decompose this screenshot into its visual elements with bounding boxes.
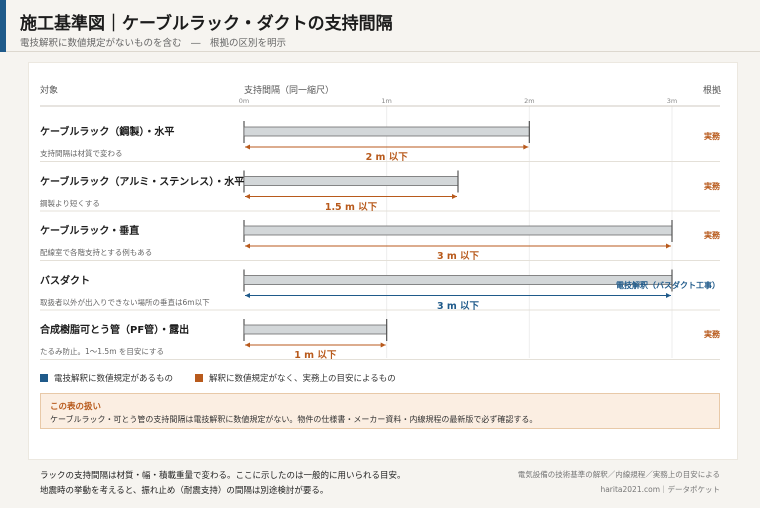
row-note: たるみ防止。1〜1.5m を目安にする — [40, 347, 164, 356]
legend-swatch-practice — [195, 374, 204, 382]
tick-label: 0m — [238, 97, 250, 105]
footer-source: 電気設備の技術基準の解釈／内線規程／実務上の目安による — [517, 470, 720, 479]
footer-note-1: ラックの支持間隔は材質・幅・積載重量で変わる。ここに示したのは一般的に用いられる… — [40, 471, 406, 481]
tick-label: 2m — [524, 97, 535, 105]
legend-swatch-regulation — [40, 374, 48, 382]
header: 施工基準図｜ケーブルラック・ダクトの支持間隔 電技解釈に数値規定がないものを含む… — [0, 0, 760, 52]
row-note: 鋼製より短くする — [40, 198, 100, 208]
notice-box: この表の扱い ケーブルラック・可とう管の支持間隔は電技解釈に数値規定がない。物件… — [40, 393, 720, 429]
basis-label: 実務 — [704, 132, 720, 141]
data-label: 1.5 m 以下 — [324, 201, 378, 213]
row-note: 配線室で各階支持とする例もある — [40, 248, 153, 257]
row-name: 合成樹脂可とう管（PF管）・露出 — [40, 325, 190, 336]
header-accent-bar — [0, 0, 6, 52]
basis-label: 実務 — [704, 181, 720, 191]
footer-site: harita2021.com｜データポケット — [600, 485, 720, 494]
row-name: ケーブルラック・垂直 — [40, 226, 140, 237]
footer-note-2: 地震時の挙動を考えると、振れ止め（耐震支持）の間隔は別途検討が要る。 — [40, 486, 329, 496]
data-label: 1 m 以下 — [294, 350, 337, 361]
legend-item-regulation: 電技解釈に数値規定があるもの — [40, 372, 173, 384]
basis-label: 実務 — [704, 231, 720, 240]
notice-body: ケーブルラック・可とう管の支持間隔は電技解釈に数値規定がない。物件の仕様書・メー… — [50, 415, 538, 424]
tick-label: 1m — [381, 97, 392, 105]
page-subtitle: 電技解釈に数値規定がないものを含む ― 根拠の区別を明示 — [20, 38, 287, 49]
data-label: 2 m 以下 — [365, 152, 408, 163]
row-note: 支持間隔は材質で変わる — [40, 149, 123, 158]
page-title: 施工基準図｜ケーブルラック・ダクトの支持間隔 — [20, 14, 393, 34]
basis-label: 電技解釈（バスダクト工事） — [616, 280, 720, 290]
row-name: バスダクト — [40, 275, 90, 287]
legend-label-practice: 解釈に数値規定がなく、実務上の目安によるもの — [209, 374, 396, 384]
row-note: 取扱者以外が出入りできない場所の垂直は6m以下 — [40, 297, 210, 307]
column-header-span: 支持間隔（同一縮尺） — [244, 86, 335, 96]
basis-label: 実務 — [704, 330, 720, 339]
row-name: ケーブルラック（鋼製）・水平 — [40, 127, 175, 138]
column-header-target: 対象 — [40, 86, 59, 96]
row-name: ケーブルラック（アルミ・ステンレス）・水平 — [40, 176, 245, 188]
notice-title: この表の扱い — [50, 402, 102, 412]
legend-label-regulation: 電技解釈に数値規定があるもの — [54, 374, 174, 384]
data-label: 3 m 以下 — [436, 251, 480, 262]
tick-label: 3m — [666, 97, 678, 105]
column-header-basis: 根拠 — [703, 86, 722, 96]
data-label: 3 m 以下 — [436, 300, 480, 312]
legend-item-practice: 解釈に数値規定がなく、実務上の目安によるもの — [195, 372, 396, 384]
legend: 電技解釈に数値規定があるもの 解釈に数値規定がなく、実務上の目安によるもの — [40, 372, 396, 384]
